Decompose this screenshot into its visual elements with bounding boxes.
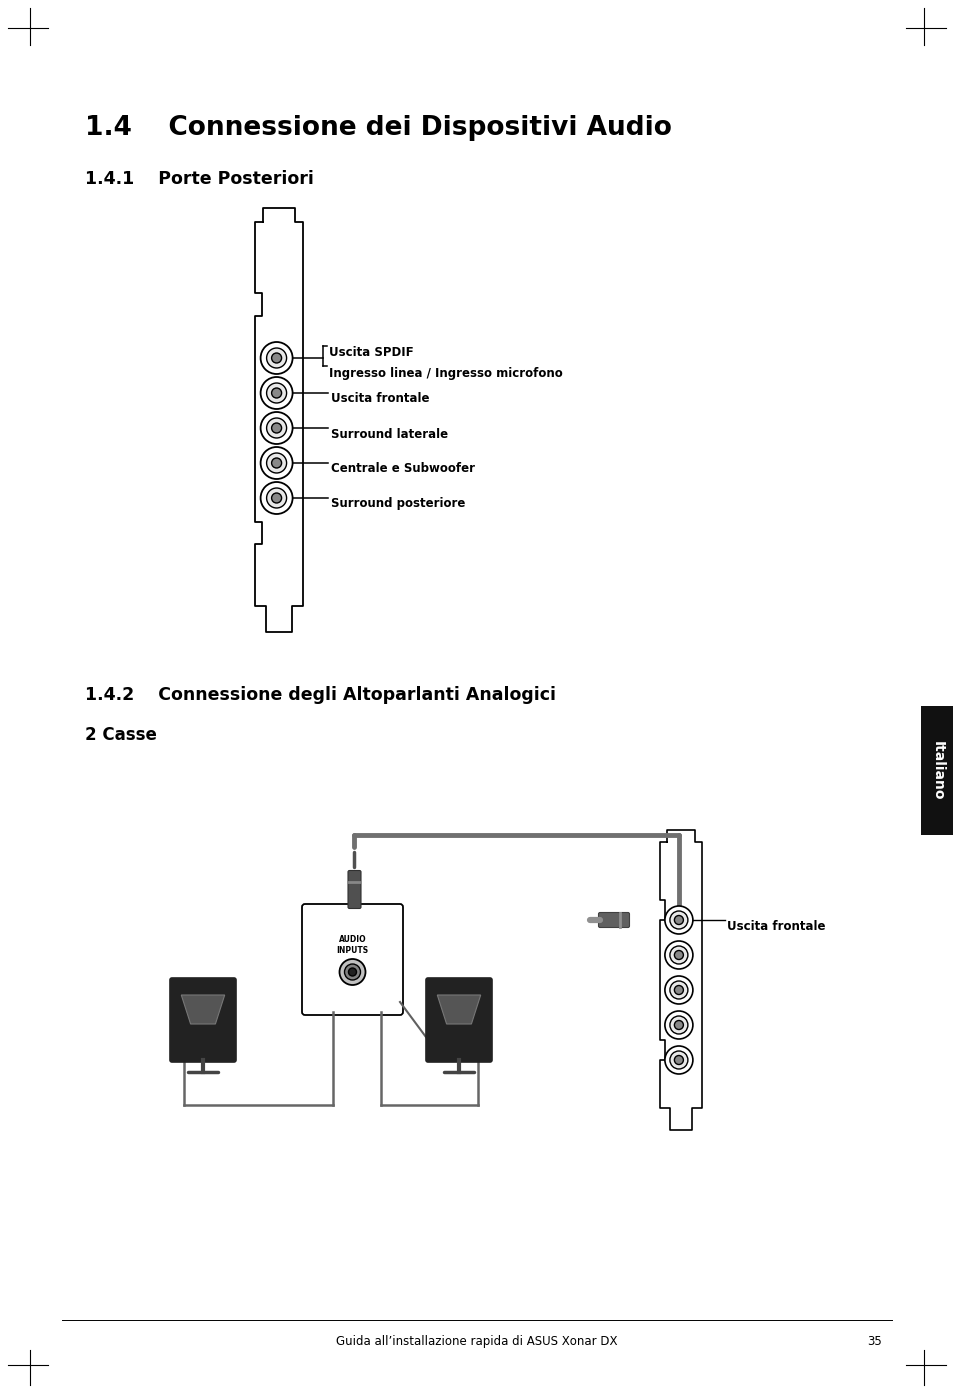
Circle shape [272, 388, 281, 398]
Circle shape [674, 916, 682, 924]
Circle shape [674, 1055, 682, 1065]
Circle shape [266, 418, 286, 438]
Circle shape [344, 965, 360, 980]
Text: 1.4    Connessione dei Dispositivi Audio: 1.4 Connessione dei Dispositivi Audio [85, 116, 671, 141]
Circle shape [260, 447, 293, 479]
Circle shape [669, 910, 687, 928]
Text: Uscita SPDIF: Uscita SPDIF [329, 347, 414, 359]
Text: Guida all’installazione rapida di ASUS Xonar DX: Guida all’installazione rapida di ASUS X… [335, 1335, 618, 1347]
FancyBboxPatch shape [302, 903, 402, 1015]
FancyBboxPatch shape [426, 979, 492, 1062]
Circle shape [272, 493, 281, 503]
Text: Centrale e Subwoofer: Centrale e Subwoofer [331, 462, 475, 476]
Polygon shape [659, 830, 701, 1130]
Circle shape [260, 377, 293, 409]
Circle shape [664, 976, 692, 1004]
Text: Uscita frontale: Uscita frontale [726, 920, 824, 933]
Circle shape [669, 1051, 687, 1069]
Circle shape [674, 1020, 682, 1030]
Circle shape [664, 1011, 692, 1038]
FancyBboxPatch shape [920, 706, 953, 835]
Circle shape [266, 452, 286, 473]
Circle shape [272, 458, 281, 468]
Polygon shape [436, 995, 480, 1025]
Circle shape [664, 906, 692, 934]
Circle shape [266, 383, 286, 404]
FancyBboxPatch shape [170, 979, 235, 1062]
Circle shape [266, 489, 286, 508]
Text: 35: 35 [866, 1335, 882, 1347]
Circle shape [260, 482, 293, 514]
FancyBboxPatch shape [348, 870, 360, 909]
Text: Surround laterale: Surround laterale [331, 427, 448, 440]
Circle shape [260, 412, 293, 444]
Text: Ingresso linea / Ingresso microfono: Ingresso linea / Ingresso microfono [329, 366, 562, 380]
Circle shape [260, 342, 293, 374]
Circle shape [674, 951, 682, 959]
Circle shape [272, 423, 281, 433]
Circle shape [348, 967, 356, 976]
Circle shape [272, 354, 281, 363]
Circle shape [669, 981, 687, 999]
Text: AUDIO
INPUTS: AUDIO INPUTS [336, 935, 368, 955]
Text: Italiano: Italiano [929, 741, 943, 800]
Circle shape [664, 941, 692, 969]
Text: 1.4.1    Porte Posteriori: 1.4.1 Porte Posteriori [85, 170, 314, 188]
Text: 1.4.2    Connessione degli Altoparlanti Analogici: 1.4.2 Connessione degli Altoparlanti Ana… [85, 686, 556, 704]
Circle shape [674, 986, 682, 994]
Text: Surround posteriore: Surround posteriore [331, 497, 465, 511]
Circle shape [339, 959, 365, 986]
Circle shape [669, 947, 687, 965]
Polygon shape [181, 995, 225, 1025]
Circle shape [664, 1045, 692, 1075]
Circle shape [669, 1016, 687, 1034]
FancyBboxPatch shape [598, 913, 629, 927]
Text: Uscita frontale: Uscita frontale [331, 393, 429, 405]
Text: 2 Casse: 2 Casse [85, 727, 156, 743]
Polygon shape [254, 207, 303, 632]
Circle shape [266, 348, 286, 367]
